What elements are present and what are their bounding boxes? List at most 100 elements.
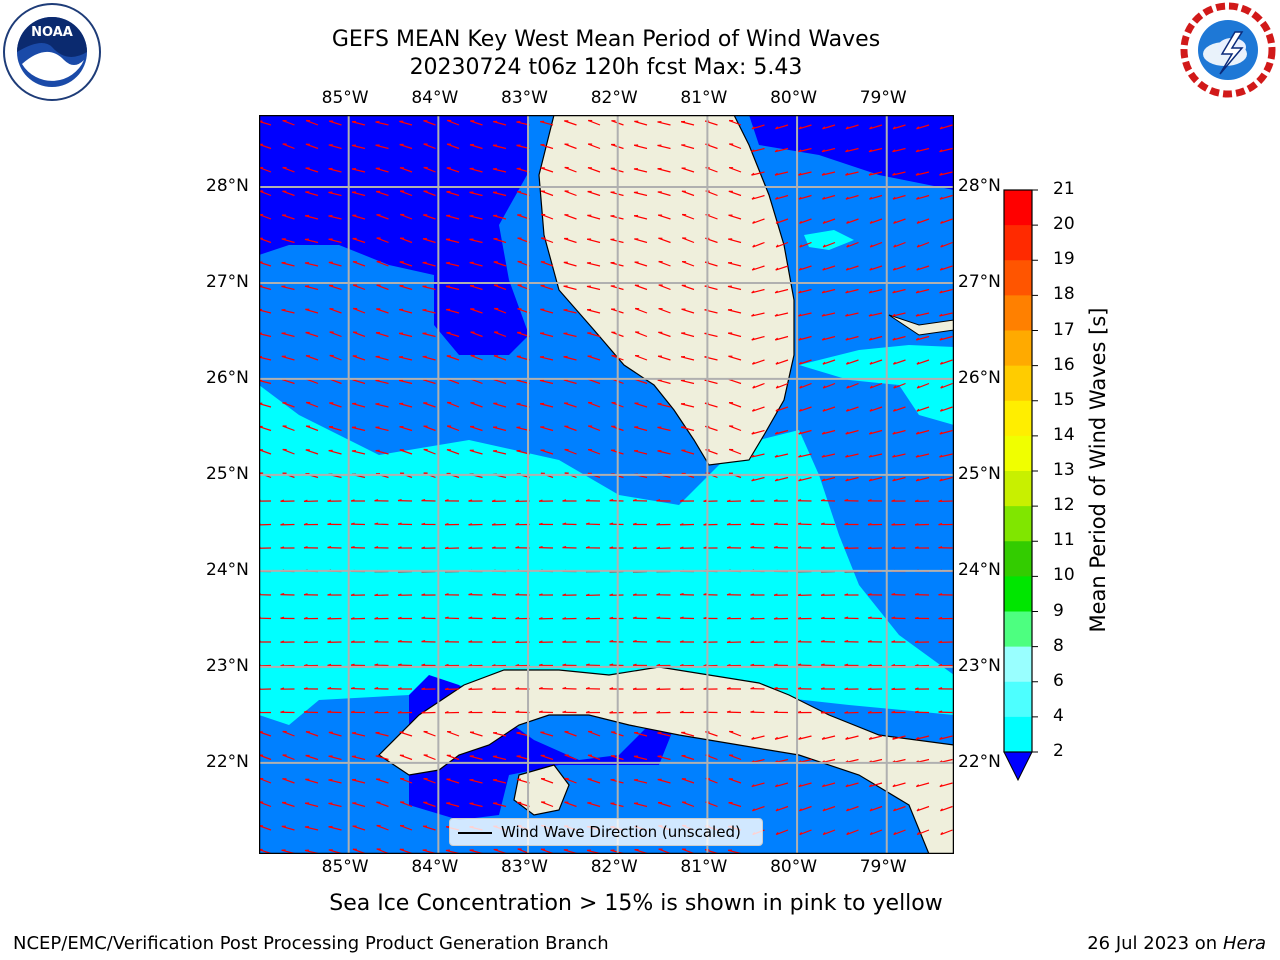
wave-vector [564, 801, 577, 808]
wave-vector-head [303, 546, 308, 549]
wave-vector-head [844, 711, 849, 714]
wave-vector [775, 359, 789, 365]
wave-vector [868, 312, 883, 317]
wave-vector-head [799, 832, 803, 835]
wave-vector [751, 453, 765, 458]
noaa-logo: NOAA [3, 3, 101, 101]
wave-vector [423, 190, 436, 197]
wave-vector [540, 308, 554, 314]
wave-vector [822, 829, 836, 836]
wave-vector-head [374, 499, 379, 502]
wave-vector-head [822, 196, 826, 200]
wave-vector-head [752, 808, 755, 812]
wave-vector [492, 732, 507, 737]
wave-vector [728, 425, 742, 432]
wave-vector [469, 238, 483, 244]
wave-vector [681, 213, 695, 220]
wave-vector-head [915, 290, 919, 294]
wave-vector [492, 144, 507, 150]
wave-vector-head [822, 220, 826, 224]
wave-vector-head [891, 592, 896, 596]
wave-vector [493, 238, 507, 244]
wave-vector [658, 308, 671, 314]
wave-vector [868, 476, 883, 482]
wave-vector [658, 284, 671, 291]
wave-vector [939, 782, 953, 788]
wave-vector [469, 191, 483, 197]
wave-vector-head [914, 687, 919, 690]
wave-vector [752, 218, 765, 224]
wave-vector-head [797, 687, 802, 690]
wave-vector [680, 121, 695, 126]
wave-vector [586, 309, 601, 314]
wave-vector-head [892, 408, 896, 412]
wave-vector-head [350, 522, 355, 525]
wave-vector [868, 171, 883, 176]
wave-vector-head [609, 663, 614, 666]
wave-vector [915, 288, 930, 294]
wave-vector-head [775, 408, 779, 412]
cuba-land [378, 666, 954, 854]
wave-vector-head [515, 640, 520, 643]
wave-vector-head [562, 640, 567, 643]
wave-vector [328, 826, 342, 831]
wave-vector [352, 802, 366, 808]
wave-vector [752, 265, 765, 271]
lon-tick-label-top: 80°W [770, 88, 818, 108]
colorbar-tick-label: 10 [1053, 565, 1075, 586]
wave-vector-head [679, 616, 684, 619]
wave-vector-head [327, 522, 332, 525]
wave-vector-head [916, 220, 920, 224]
wave-vector [752, 382, 765, 389]
lat-tick-label-right: 23°N [958, 655, 1001, 676]
wave-vector-head [515, 522, 520, 526]
wave-vector-head [656, 616, 661, 619]
wave-vector-head [938, 546, 943, 549]
wave-vector-head [798, 172, 802, 176]
wave-vector [540, 284, 554, 291]
wave-vector [798, 171, 812, 176]
wave-vector [657, 144, 671, 150]
wave-vector [634, 261, 648, 267]
wave-vector-head [797, 710, 802, 714]
wave-vector-head [726, 687, 731, 690]
wave-vector [540, 237, 554, 244]
lat-tick-label-right: 22°N [958, 751, 1001, 772]
wave-vector [446, 332, 460, 338]
wave-vector [399, 777, 413, 784]
wave-vector [939, 735, 953, 740]
wave-vector-head [868, 290, 872, 294]
wave-vector [375, 167, 389, 173]
wave-vector-head [916, 408, 920, 412]
wave-vector-head [868, 784, 873, 788]
wave-vector [682, 237, 695, 244]
wave-vector [423, 214, 436, 220]
wave-vector-head [750, 663, 755, 667]
wave-vector-head [750, 545, 755, 549]
wave-vector [774, 288, 789, 294]
colorbar-segment [1004, 541, 1032, 577]
wave-vector [540, 261, 554, 267]
wave-vector [728, 802, 742, 808]
wave-vector [658, 331, 671, 338]
wave-vector [329, 354, 342, 361]
wave-vector-head [844, 663, 849, 666]
wave-vector [939, 335, 953, 341]
wave-vector [681, 284, 695, 291]
wave-vector [845, 453, 859, 458]
lon-tick-label-bottom: 82°W [590, 857, 638, 877]
wave-vector-head [726, 710, 731, 713]
wave-vector-head [867, 687, 872, 690]
wave-vector [259, 167, 272, 173]
wave-vector [728, 778, 742, 784]
wave-vector [352, 331, 366, 338]
wave-vector-head [515, 710, 520, 713]
wave-vector [564, 166, 577, 173]
wave-vector [799, 218, 812, 224]
lat-tick-label-right: 25°N [958, 463, 1001, 484]
wave-vector-head [468, 523, 473, 526]
wave-vector-head [751, 736, 755, 740]
wave-vector-head [491, 523, 496, 526]
wave-vector-head [938, 499, 943, 502]
wave-vector [259, 754, 272, 761]
